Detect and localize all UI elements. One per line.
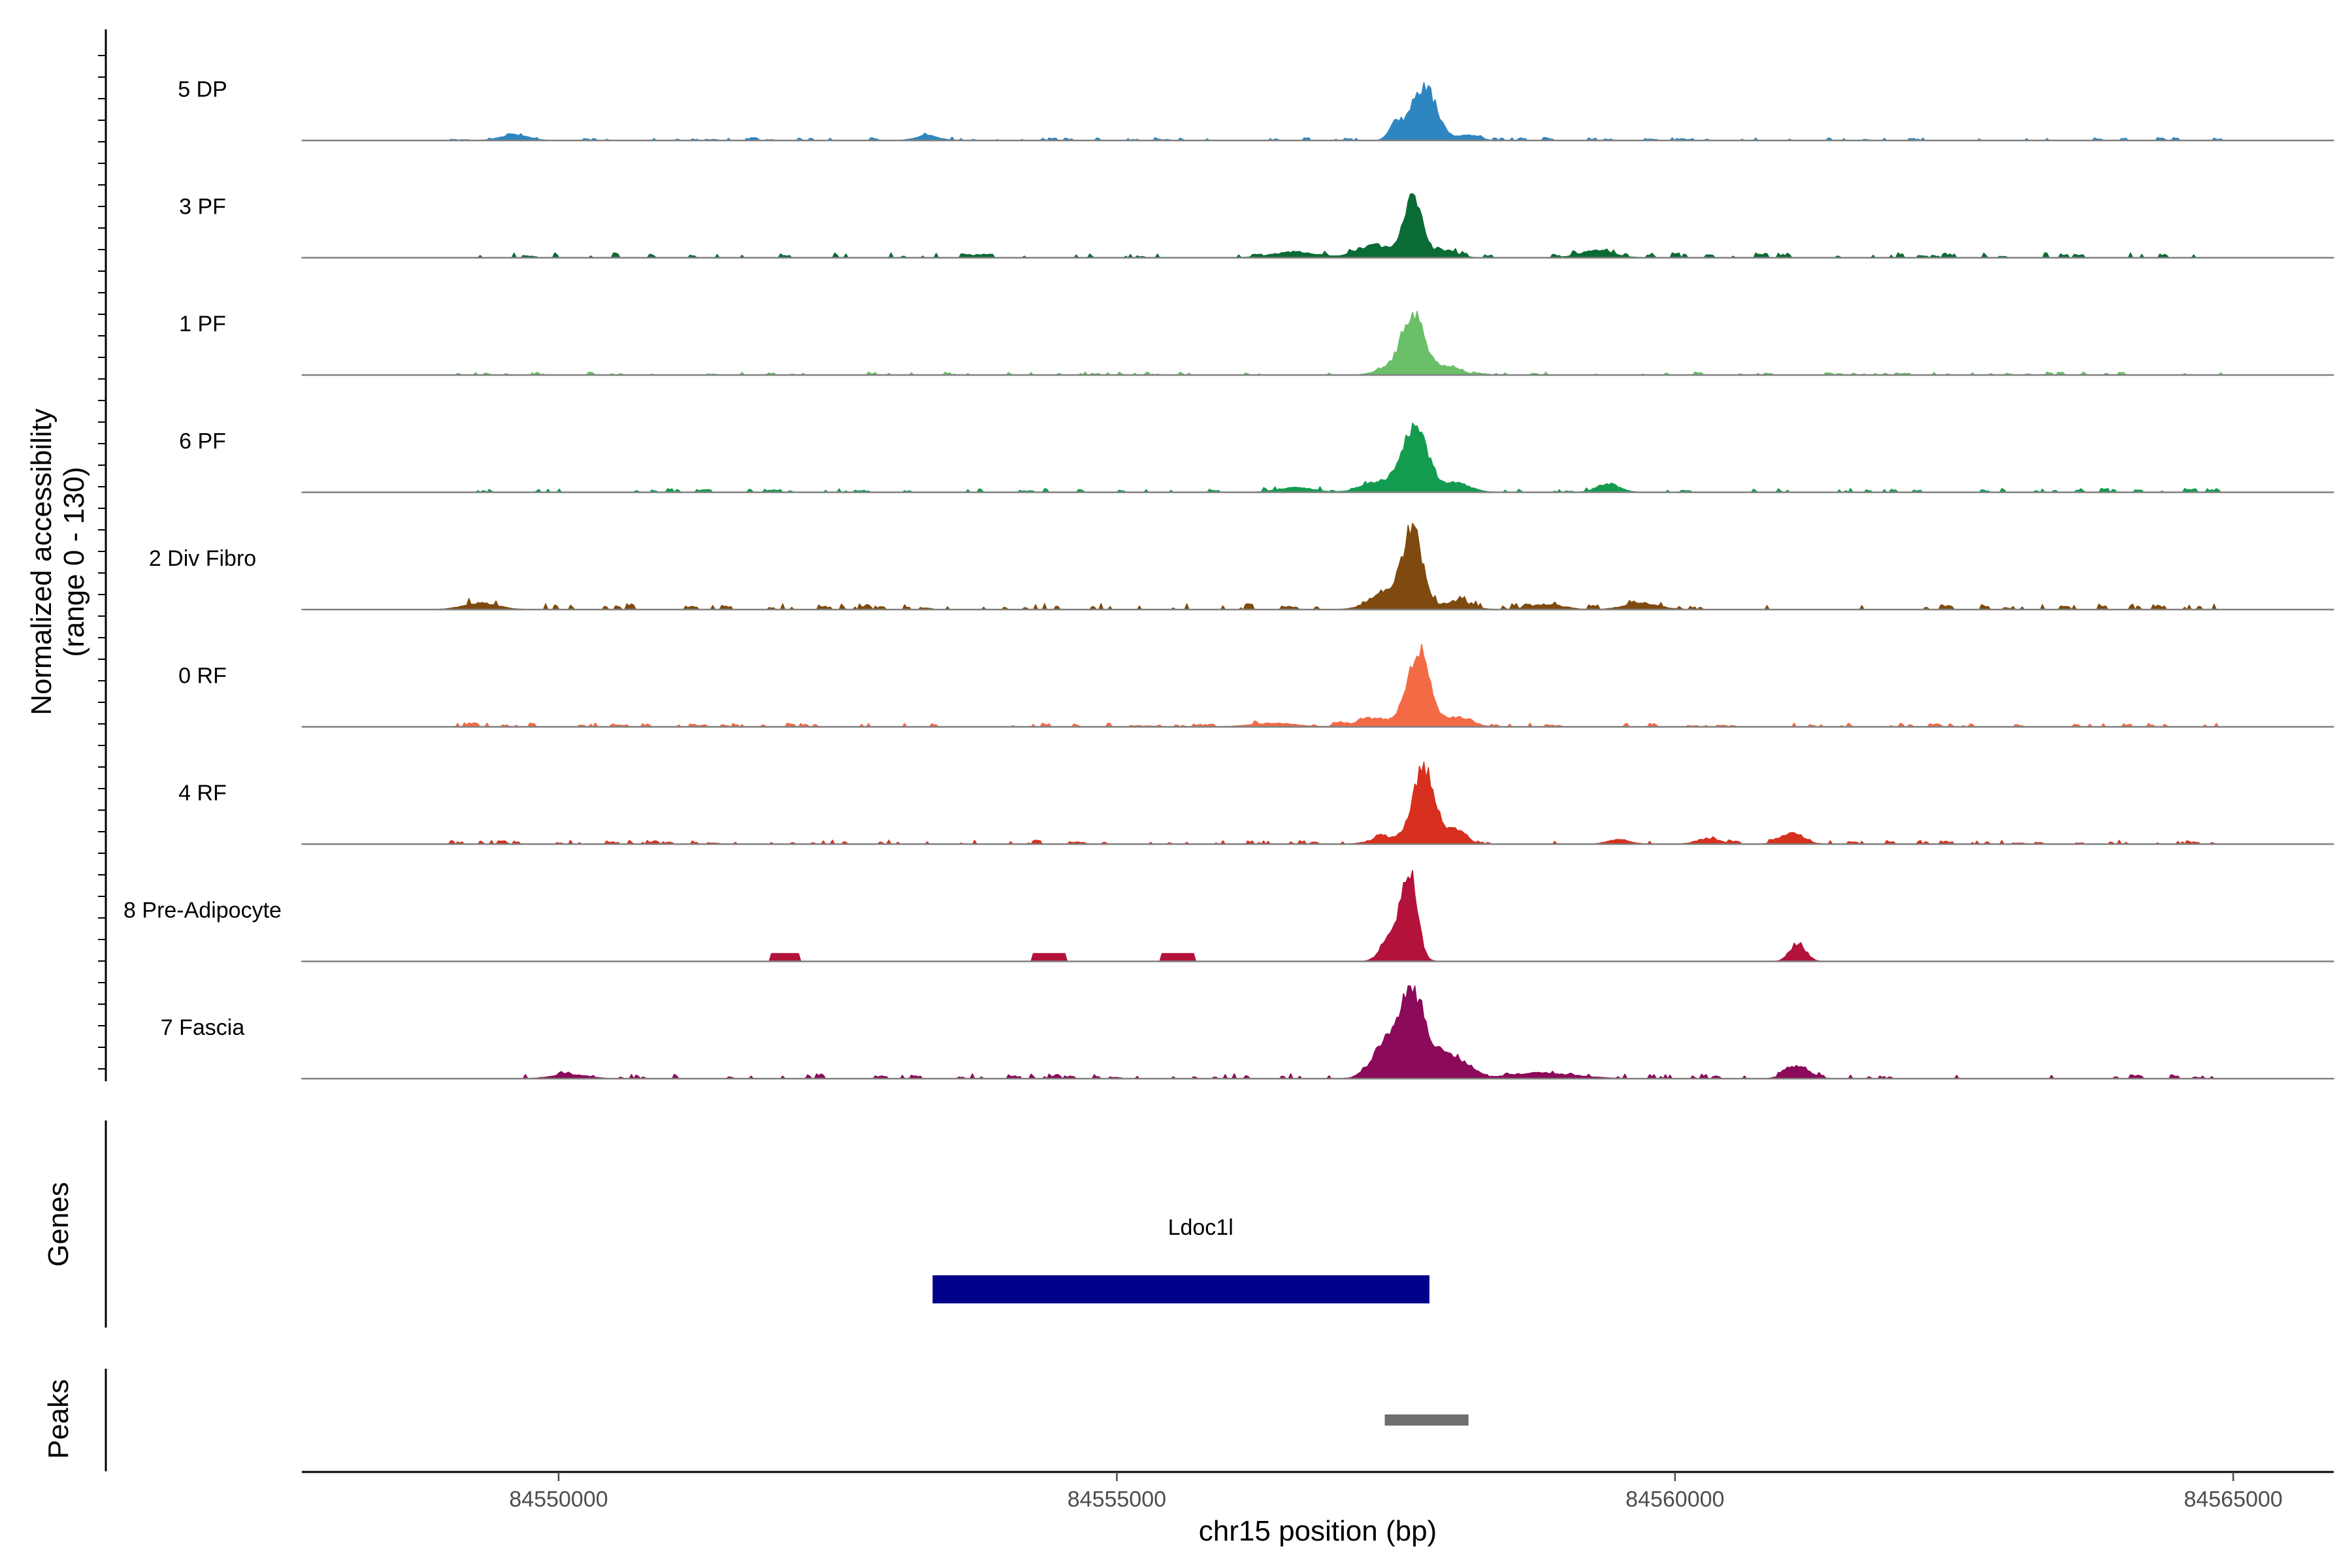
coverage-area [301, 985, 2334, 1079]
peak-region [1384, 1414, 1469, 1426]
peaks-track-title: Peaks [42, 1379, 74, 1459]
y-axis-title-line1: Normalized accessibility [25, 408, 57, 715]
track-label: 5 DP [178, 77, 227, 102]
track-label: 8 Pre-Adipocyte [123, 898, 282, 923]
coverage-area [301, 310, 2334, 376]
coverage-tracks: 5 DP 3 PF 1 PF 6 PF 2 Div Fibro 0 RF 4 RF 8 Pre… [123, 77, 2334, 1080]
coverage-track: 8 Pre-Adipocyte [123, 870, 2334, 962]
coverage-track: 1 PF [179, 310, 2334, 376]
peaks-panel: Peaks [42, 1369, 1469, 1471]
coverage-area [301, 870, 2334, 962]
coverage-area [301, 523, 2334, 610]
coverage-track: 7 Fascia [161, 985, 2334, 1080]
gene-label: Ldoc1l [1168, 1215, 1233, 1240]
track-label: 6 PF [179, 429, 226, 454]
track-label: 3 PF [179, 195, 226, 220]
y-axis-ticks [98, 55, 106, 1070]
track-label: 1 PF [179, 312, 226, 336]
x-tick-label: 84560000 [1625, 1487, 1724, 1512]
coverage-area [301, 82, 2334, 141]
track-label: 7 Fascia [161, 1015, 245, 1040]
coverage-area [301, 644, 2334, 728]
genes-panel: Genes Ldoc1l [42, 1120, 1429, 1328]
coverage-track: 2 Div Fibro [149, 523, 2334, 611]
x-tick-label: 84555000 [1068, 1487, 1166, 1512]
track-label: 0 RF [178, 664, 227, 689]
coverage-area [301, 193, 2334, 259]
x-tick-label: 84550000 [509, 1487, 608, 1512]
track-label: 2 Div Fibro [149, 546, 256, 571]
coverage-area [301, 761, 2334, 845]
track-label: 4 RF [178, 781, 227, 806]
coverage-track: 3 PF [179, 193, 2334, 259]
coverage-track: 5 DP [178, 77, 2334, 142]
genes-track-title: Genes [42, 1182, 74, 1267]
gene-body [932, 1275, 1429, 1303]
x-axis-title: chr15 position (bp) [1199, 1515, 1437, 1547]
coverage-track: 6 PF [179, 422, 2334, 493]
y-axis-title-line2: (range 0 - 130) [58, 466, 90, 657]
coverage-track: 0 RF [178, 644, 2334, 728]
y-axis-title: Normalized accessibility (range 0 - 130) [25, 408, 90, 715]
x-axis: 84550000 84555000 84560000 84565000 chr15 p… [302, 1471, 2334, 1547]
coverage-track: 4 RF [178, 761, 2334, 845]
x-tick-label: 84565000 [2184, 1487, 2283, 1512]
coverage-area [301, 422, 2334, 493]
